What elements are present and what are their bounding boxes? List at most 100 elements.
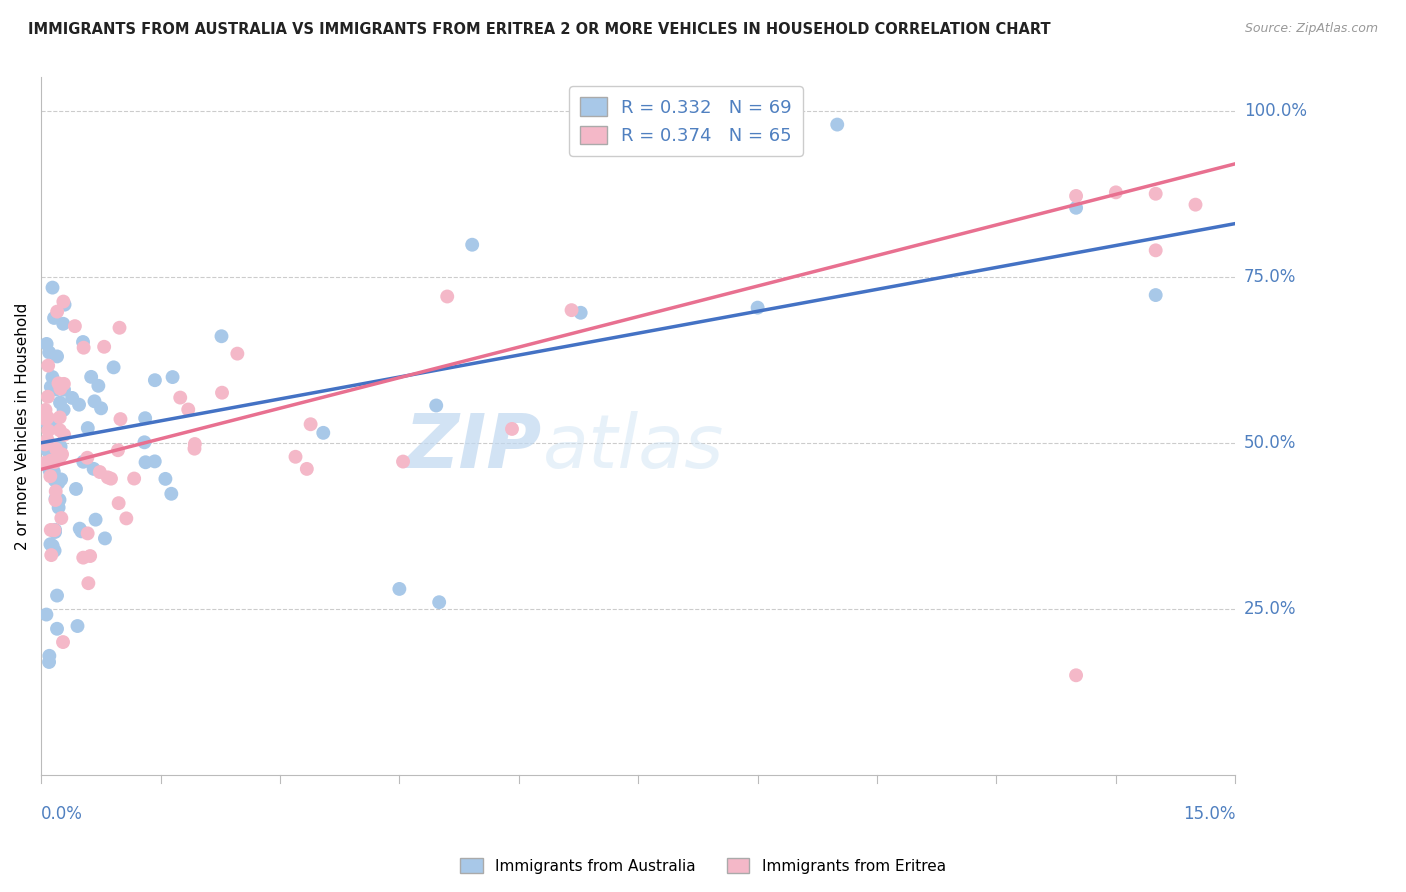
Point <box>284 450 307 464</box>
Point <box>747 301 769 315</box>
Point <box>155 472 177 486</box>
Point <box>34 403 56 417</box>
Text: 15.0%: 15.0% <box>1182 805 1236 823</box>
Point <box>825 118 848 132</box>
Point <box>76 421 98 435</box>
Point <box>183 442 205 456</box>
Point <box>35 412 58 426</box>
Point <box>48 410 70 425</box>
Legend: Immigrants from Australia, Immigrants from Eritrea: Immigrants from Australia, Immigrants fr… <box>454 852 952 880</box>
Point <box>44 493 66 508</box>
Point <box>46 622 69 636</box>
Point <box>299 417 322 432</box>
Point <box>44 523 66 537</box>
Text: 50.0%: 50.0% <box>1244 434 1296 451</box>
Point <box>53 383 76 397</box>
Point <box>45 383 67 397</box>
Text: 75.0%: 75.0% <box>1244 268 1296 285</box>
Point <box>39 380 62 394</box>
Point <box>45 453 67 467</box>
Point <box>115 511 138 525</box>
Point <box>44 417 66 431</box>
Point <box>35 607 58 622</box>
Point <box>44 474 66 488</box>
Point <box>87 378 110 392</box>
Point <box>312 425 335 440</box>
Point <box>569 306 592 320</box>
Point <box>44 523 66 537</box>
Point <box>83 394 105 409</box>
Point <box>51 447 73 461</box>
Point <box>1064 201 1087 215</box>
Point <box>45 442 67 456</box>
Point <box>39 469 62 483</box>
Point <box>72 334 94 349</box>
Point <box>63 319 86 334</box>
Point <box>94 532 117 546</box>
Point <box>37 443 59 458</box>
Point <box>52 635 75 649</box>
Text: 25.0%: 25.0% <box>1244 599 1296 618</box>
Point <box>169 391 191 405</box>
Point <box>1144 244 1167 258</box>
Point <box>1064 668 1087 682</box>
Point <box>42 465 65 479</box>
Point <box>49 450 72 464</box>
Point <box>49 423 72 437</box>
Point <box>49 395 72 409</box>
Point <box>211 329 233 343</box>
Point <box>135 455 157 469</box>
Point <box>53 298 76 312</box>
Point <box>38 655 60 669</box>
Point <box>97 470 120 484</box>
Point <box>89 465 111 479</box>
Point <box>45 484 67 499</box>
Point <box>83 462 105 476</box>
Point <box>388 582 411 596</box>
Point <box>72 550 94 565</box>
Point <box>46 304 69 318</box>
Point <box>41 280 63 294</box>
Point <box>37 410 59 425</box>
Point <box>427 595 450 609</box>
Point <box>34 415 56 429</box>
Point <box>84 513 107 527</box>
Point <box>67 398 90 412</box>
Point <box>1064 189 1087 203</box>
Point <box>110 412 132 426</box>
Point <box>52 376 75 391</box>
Point <box>38 345 60 359</box>
Point <box>90 401 112 416</box>
Legend: R = 0.332   N = 69, R = 0.374   N = 65: R = 0.332 N = 69, R = 0.374 N = 65 <box>569 87 803 156</box>
Point <box>46 350 69 364</box>
Point <box>143 454 166 468</box>
Point <box>39 537 62 551</box>
Point <box>37 424 59 438</box>
Point <box>44 543 66 558</box>
Point <box>44 455 66 469</box>
Point <box>48 475 70 490</box>
Point <box>48 500 70 515</box>
Point <box>37 390 59 404</box>
Point <box>53 428 76 442</box>
Point <box>295 462 318 476</box>
Point <box>211 385 233 400</box>
Point <box>72 455 94 469</box>
Point <box>100 472 122 486</box>
Point <box>52 381 75 395</box>
Point <box>66 619 89 633</box>
Point <box>1144 288 1167 302</box>
Point <box>49 472 72 486</box>
Point <box>76 450 98 465</box>
Point <box>60 391 83 405</box>
Point <box>37 359 59 373</box>
Point <box>184 437 207 451</box>
Point <box>34 456 56 470</box>
Point <box>34 437 56 451</box>
Point <box>226 346 249 360</box>
Point <box>561 303 583 318</box>
Text: 100.0%: 100.0% <box>1244 102 1306 120</box>
Point <box>38 648 60 663</box>
Y-axis label: 2 or more Vehicles in Household: 2 or more Vehicles in Household <box>15 302 30 549</box>
Point <box>41 370 63 384</box>
